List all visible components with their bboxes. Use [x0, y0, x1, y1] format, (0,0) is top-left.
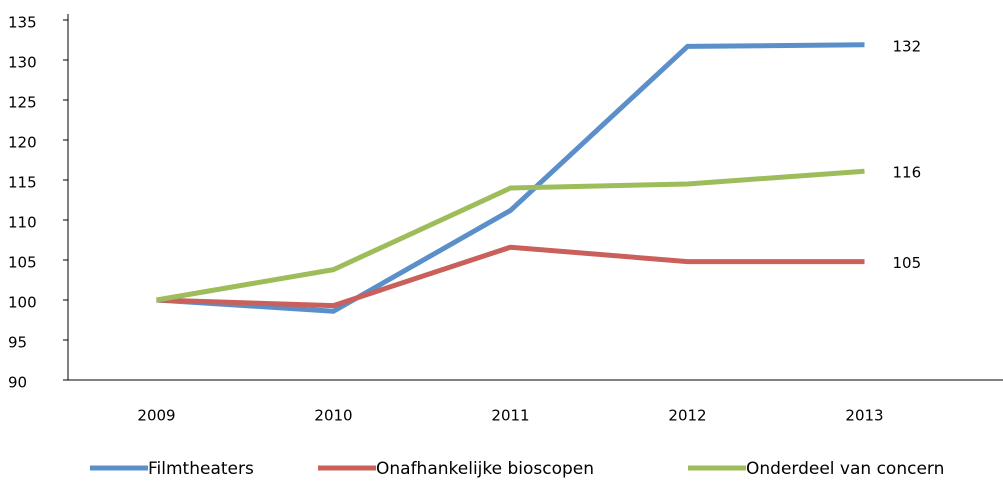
legend-label: Onafhankelijke bioscopen	[376, 459, 594, 479]
data-label: 105	[893, 254, 922, 272]
y-tick-label: 95	[8, 334, 27, 352]
x-tick-label: 2010	[314, 407, 352, 425]
series-line	[156, 244, 865, 309]
x-tick-label: 2011	[491, 407, 529, 425]
y-tick-label: 130	[8, 54, 37, 72]
y-tick-label: 115	[8, 174, 37, 192]
x-tick-label: 2013	[845, 407, 883, 425]
series-line	[156, 168, 865, 303]
y-tick-label: 90	[8, 374, 27, 392]
y-tick-label: 100	[8, 294, 37, 312]
x-tick-label: 2012	[668, 407, 706, 425]
data-label: 132	[893, 37, 922, 55]
x-tick-label: 2009	[137, 407, 175, 425]
y-tick-label: 110	[8, 214, 37, 232]
y-tick-label: 120	[8, 134, 37, 152]
legend-label: Onderdeel van concern	[746, 459, 944, 479]
data-label: 116	[893, 164, 922, 182]
y-tick-label: 105	[8, 254, 37, 272]
y-tick-label: 125	[8, 94, 37, 112]
series-line	[156, 42, 865, 314]
legend-label: Filmtheaters	[148, 459, 254, 479]
y-tick-label: 135	[8, 14, 37, 32]
